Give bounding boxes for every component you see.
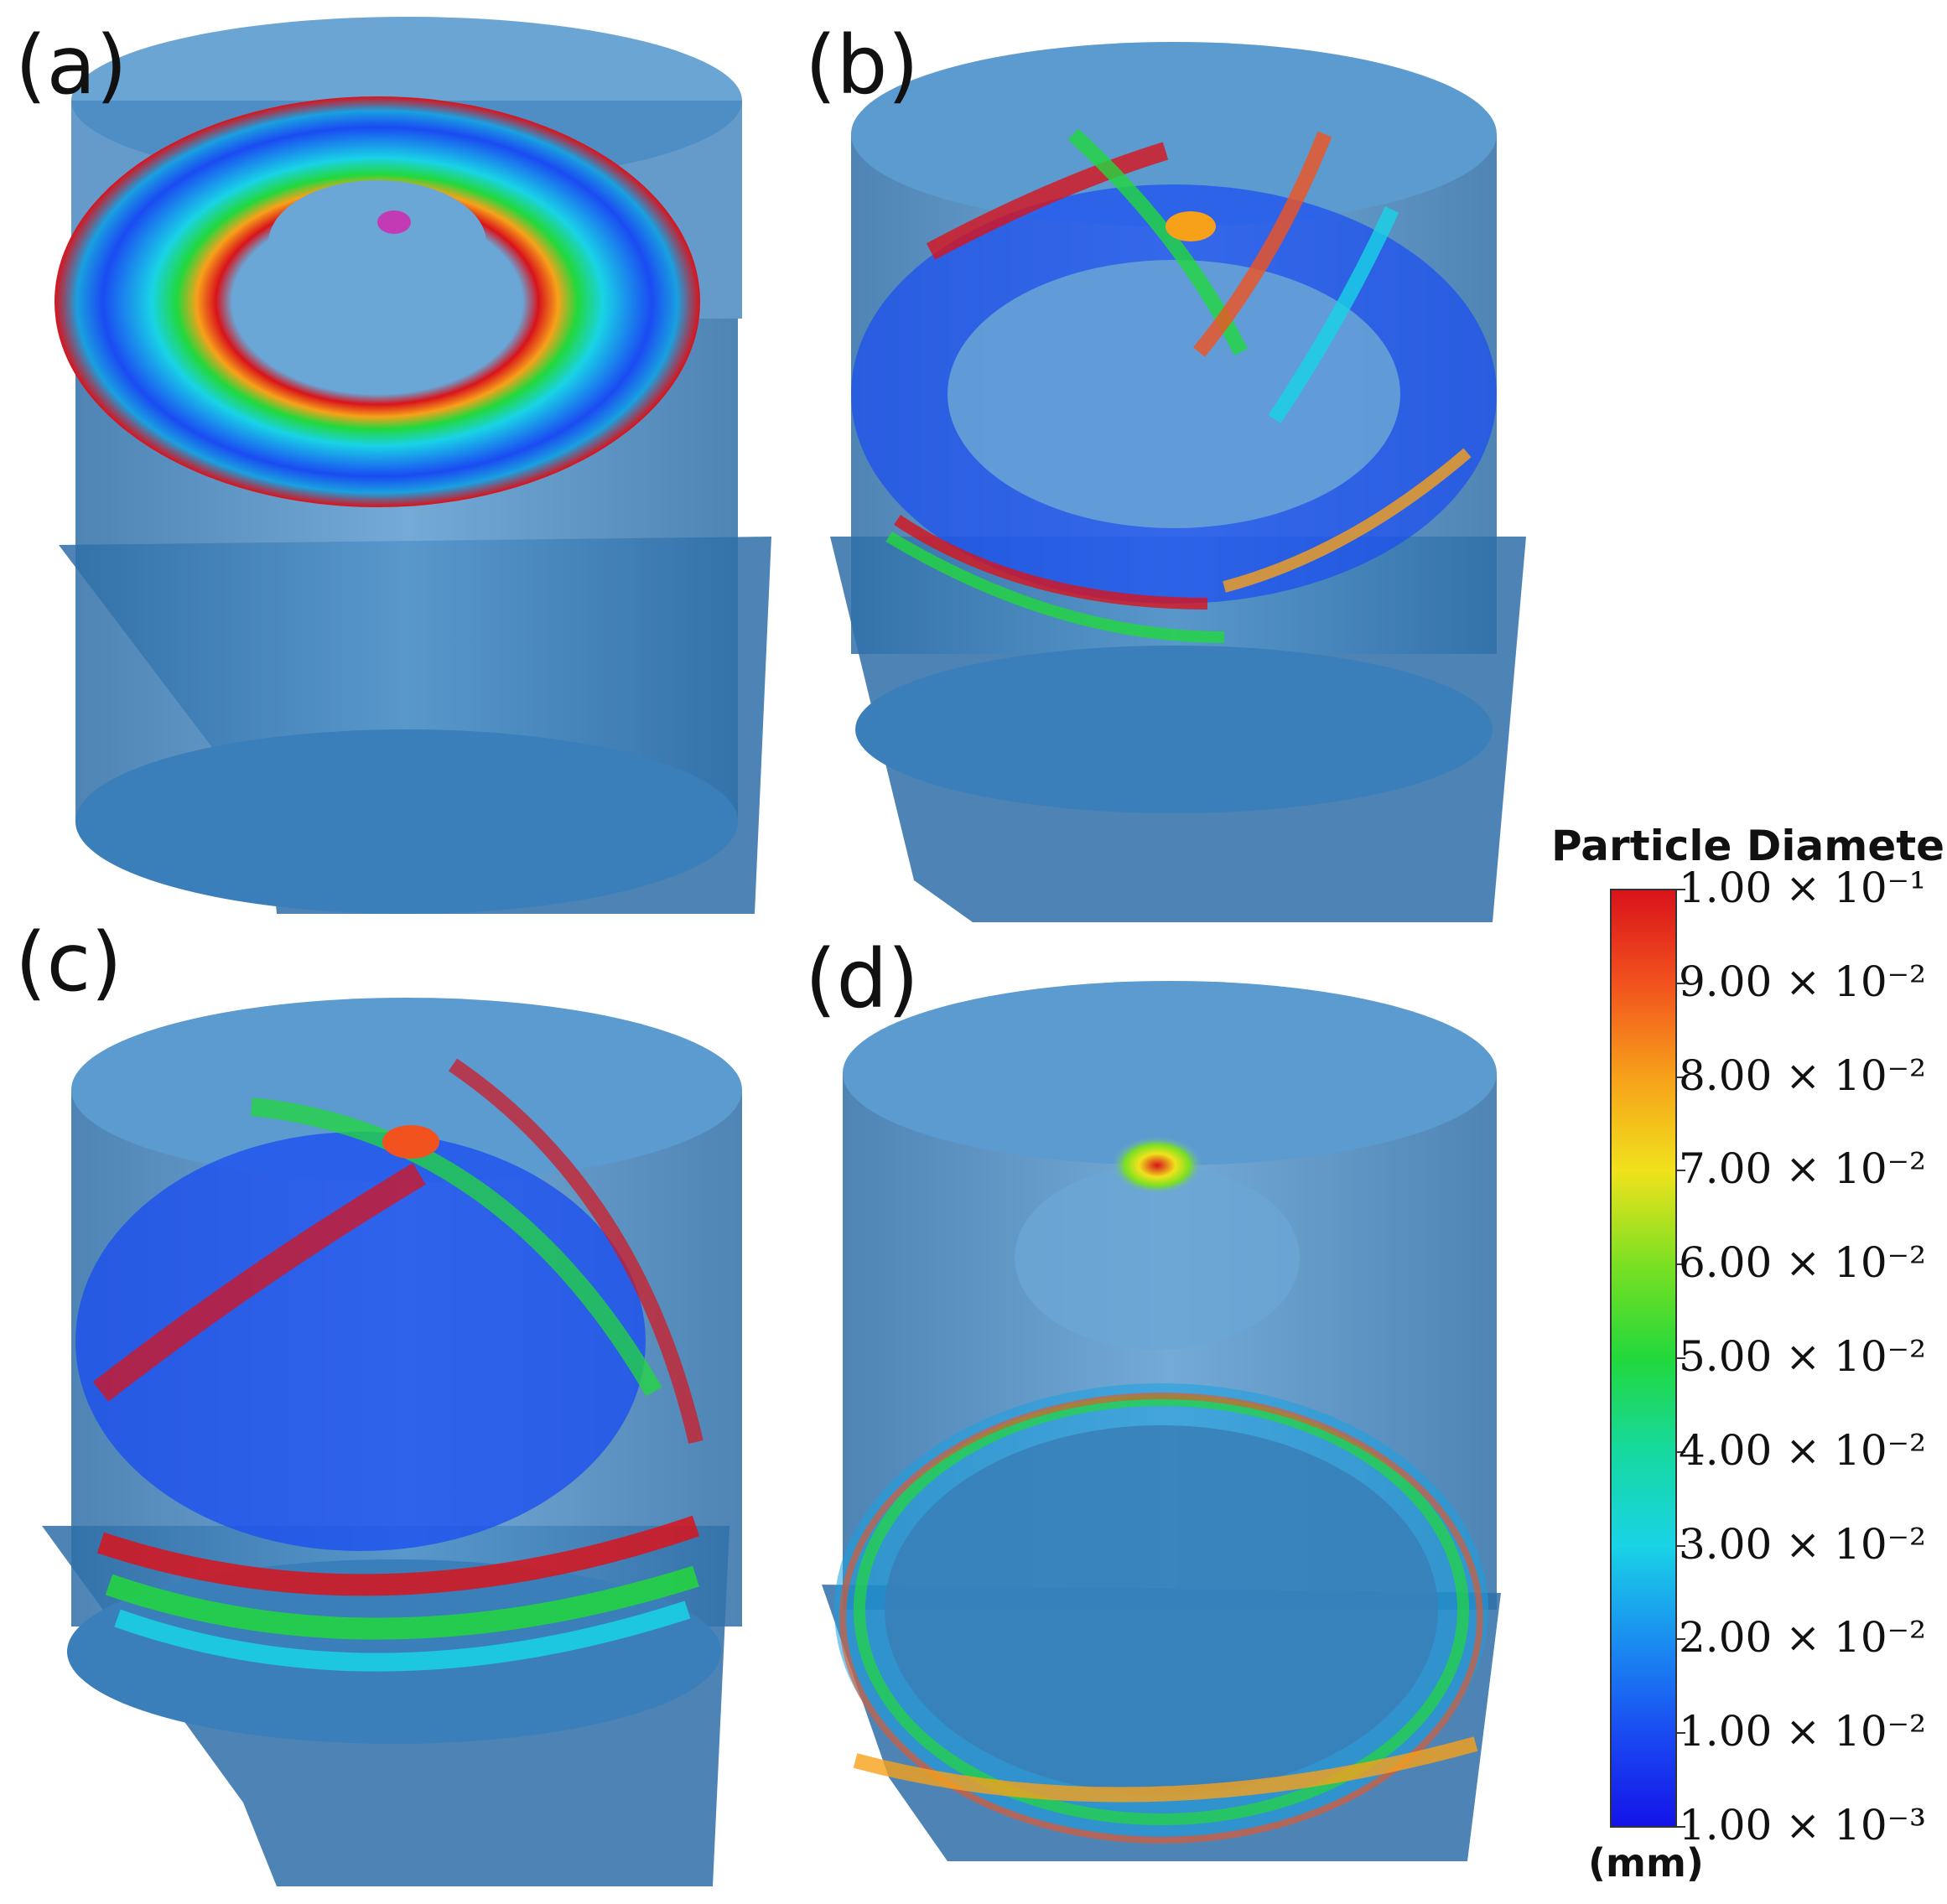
colorbar-title: Particle Diameter bbox=[1551, 822, 1947, 870]
colorbar-tickmark bbox=[1677, 1826, 1685, 1828]
colorbar-tickmark bbox=[1677, 1076, 1685, 1078]
panel-d: (d) bbox=[805, 922, 1560, 1900]
colorbar-tick-label: 3.00 × 10⁻² bbox=[1679, 1519, 1927, 1569]
colorbar-tickmark bbox=[1677, 1263, 1685, 1266]
panel-label-d: (d) bbox=[805, 932, 919, 1026]
colorbar-tickmark bbox=[1677, 1732, 1685, 1735]
panel-a: (a) bbox=[0, 0, 839, 939]
panel-b: (b) bbox=[805, 0, 1560, 939]
colorbar-tickmark bbox=[1677, 1638, 1685, 1641]
colorbar-tick-label: 8.00 × 10⁻² bbox=[1679, 1051, 1927, 1100]
colorbar-tick-label: 1.00 × 10⁻¹ bbox=[1679, 864, 1927, 912]
colorbar-tick-label: 6.00 × 10⁻² bbox=[1679, 1238, 1927, 1288]
panel-c-illustration bbox=[42, 998, 742, 1886]
panel-label-b: (b) bbox=[805, 18, 919, 112]
colorbar-legend: Particle Diameter 1.00 × 10⁻¹ 9.00 × 10⁻²… bbox=[1551, 822, 1947, 1895]
colorbar-gradient bbox=[1610, 889, 1677, 1828]
panel-b-illustration bbox=[830, 42, 1526, 922]
panel-label-c: (c) bbox=[15, 916, 122, 1009]
panel-label-a: (a) bbox=[15, 18, 127, 112]
colorbar-tick-label: 9.00 × 10⁻² bbox=[1679, 957, 1927, 1006]
colorbar-tick-label: 1.00 × 10⁻² bbox=[1679, 1707, 1927, 1756]
panel-d-illustration bbox=[822, 981, 1501, 1861]
colorbar-tickmark bbox=[1677, 1450, 1685, 1453]
colorbar-tickmark bbox=[1677, 982, 1685, 984]
colorbar-tickmark bbox=[1677, 1357, 1685, 1359]
colorbar-tickmark bbox=[1677, 889, 1685, 890]
colorbar-tickmark bbox=[1677, 1544, 1685, 1547]
colorbar-tick-label: 5.00 × 10⁻² bbox=[1679, 1332, 1927, 1381]
colorbar-tick-label: 1.00 × 10⁻³ bbox=[1679, 1801, 1927, 1850]
colorbar-unit: (mm) bbox=[1588, 1840, 1704, 1886]
colorbar-tick-label: 7.00 × 10⁻² bbox=[1679, 1144, 1927, 1194]
colorbar-tickmark bbox=[1677, 1170, 1685, 1172]
panel-c: (c) bbox=[0, 922, 805, 1900]
colorbar-tick-label: 4.00 × 10⁻² bbox=[1679, 1425, 1927, 1475]
panel-a-illustration bbox=[55, 17, 771, 914]
colorbar-tick-label: 2.00 × 10⁻² bbox=[1679, 1613, 1927, 1663]
